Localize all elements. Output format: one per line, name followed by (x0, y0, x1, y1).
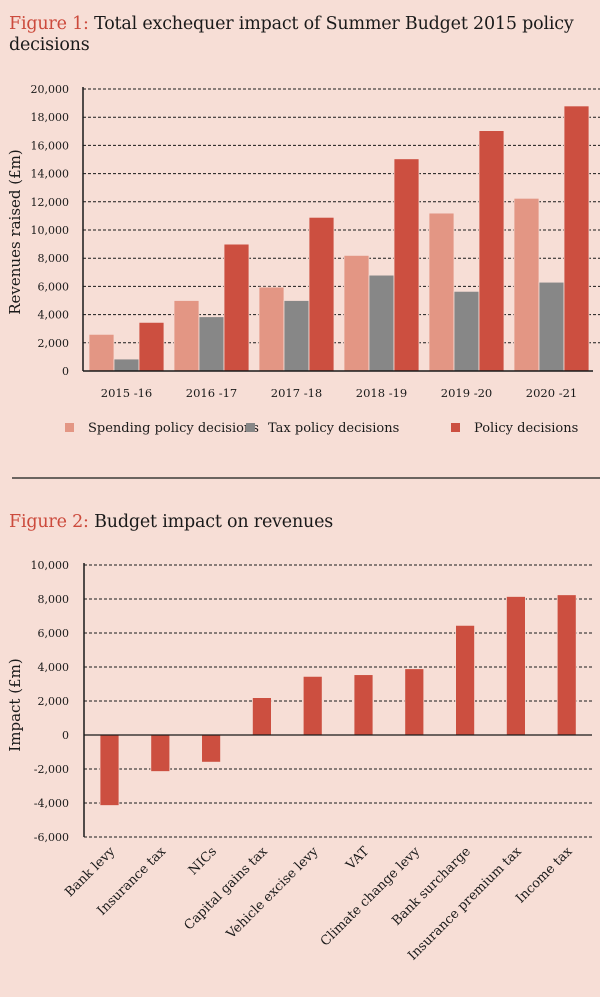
figure2-y-tick: 10,000 (31, 559, 70, 572)
figure2-y-axis-title: Impact (£m) (6, 658, 24, 751)
figure1-y-axis-title: Revenues raised (£m) (6, 149, 24, 315)
figure1-bar-spending-policy-decisions (173, 300, 200, 372)
figure2-x-tick: Climate change levy (318, 844, 424, 950)
figure1-bars (88, 105, 590, 372)
figure2-x-tick: Vehicle excise levy (223, 844, 322, 943)
figure2-y-tick: 8,000 (38, 593, 70, 606)
figure1-y-tick: 8,000 (38, 252, 70, 265)
figure2-bar (201, 734, 222, 763)
figure1-x-tick: 2017 -18 (271, 386, 322, 400)
figure2-x-tick: NICs (186, 844, 220, 878)
figure1-bar-tax-policy-decisions (368, 274, 395, 372)
figure1-y-tick: 14,000 (31, 168, 70, 181)
figure1-y-tick: 10,000 (31, 224, 70, 237)
figure1-bar-tax-policy-decisions (538, 281, 565, 372)
figure2-bar (505, 596, 526, 736)
figure1-y-tick: 18,000 (31, 111, 70, 124)
figure2-y-tick: -6,000 (34, 831, 69, 844)
figure1-chart: 0 2,000 4,000 6,000 8,000 10,000 12,000 14,000 1… (6, 83, 600, 436)
figure1-label: Figure 1: (9, 14, 89, 34)
figure1-title: Figure 1: Total exchequer impact of Summ… (9, 14, 589, 56)
figure1-x-tick: 2016 -17 (186, 386, 237, 400)
figure1-bar-tax-policy-decisions (453, 290, 480, 372)
figure2-bar (556, 594, 577, 736)
figure1-y-tick: 2,000 (38, 337, 70, 350)
section-divider (12, 477, 600, 479)
figure1-bar-spending-policy-decisions (88, 333, 115, 372)
figure2-bar (353, 674, 374, 736)
figure1-bar-policy-decisions (223, 243, 250, 372)
figure2-y-tick: -4,000 (34, 797, 69, 810)
figure1-x-tick: 2020 -21 (526, 386, 577, 400)
figure1-bar-spending-policy-decisions (513, 197, 540, 372)
figure2-bar (302, 675, 323, 736)
figure2-bar (404, 668, 425, 736)
figure1-bar-policy-decisions (478, 130, 505, 372)
figure1-y-tick: 6,000 (38, 280, 70, 293)
figure2-label: Figure 2: (9, 512, 89, 532)
figure2-y-tick-labels: -6,000 -4,000 -2,000 0 2,000 4,000 6,000 8,000 1… (31, 559, 70, 844)
figure1-legend-label: Spending policy decisions (88, 421, 259, 436)
figure1-title-text: Total exchequer impact of Summer Budget … (9, 14, 574, 55)
figure1-y-tick-labels: 0 2,000 4,000 6,000 8,000 10,000 12,000 14,000 1… (31, 83, 70, 378)
figure1-legend-label: Policy decisions (474, 421, 578, 436)
figure1-bar-spending-policy-decisions (428, 212, 455, 372)
figure2-bar (455, 624, 476, 736)
figure1-x-tick: 2019 -20 (441, 386, 492, 400)
figure2-y-tick: -2,000 (34, 763, 69, 776)
figure2-bar (251, 697, 272, 736)
figure2-x-tick: VAT (343, 844, 373, 874)
figure2-y-tick: 2,000 (38, 695, 70, 708)
figure2-y-tick: 0 (62, 729, 69, 742)
figure1-bar-policy-decisions (563, 105, 590, 372)
figure1-legend-label: Tax policy decisions (268, 421, 399, 436)
figure1-legend-swatch (65, 423, 74, 432)
figure2-bar (99, 734, 120, 806)
figure2-bars (99, 594, 577, 806)
figure1-bar-tax-policy-decisions (283, 300, 310, 372)
figure2-bar (150, 734, 171, 772)
figure1-bar-policy-decisions (393, 158, 420, 372)
figure1-y-tick: 16,000 (31, 139, 70, 152)
figure2-y-tick: 6,000 (38, 627, 70, 640)
figure1-bar-spending-policy-decisions (343, 254, 370, 372)
figure2-title: Figure 2: Budget impact on revenues (9, 512, 333, 533)
figure1-y-tick: 0 (62, 365, 69, 378)
figure1-x-tick: 2015 -16 (101, 386, 152, 400)
figure1-y-tick: 12,000 (31, 196, 70, 209)
figure2-title-text: Budget impact on revenues (94, 512, 334, 532)
figure1-x-tick-labels: 2015 -16 2016 -17 2017 -18 2018 -19 2019 -20… (101, 386, 577, 400)
figure1-y-tick: 4,000 (38, 309, 70, 322)
figure1-x-tick: 2018 -19 (356, 386, 407, 400)
figure1-legend-swatch (246, 423, 255, 432)
figure2-y-tick: 4,000 (38, 661, 70, 674)
figure1-legend-swatch (451, 423, 460, 432)
figure1-legend: Spending policy decisions Tax policy deci… (65, 421, 578, 436)
figure1-y-tick: 20,000 (31, 83, 70, 96)
